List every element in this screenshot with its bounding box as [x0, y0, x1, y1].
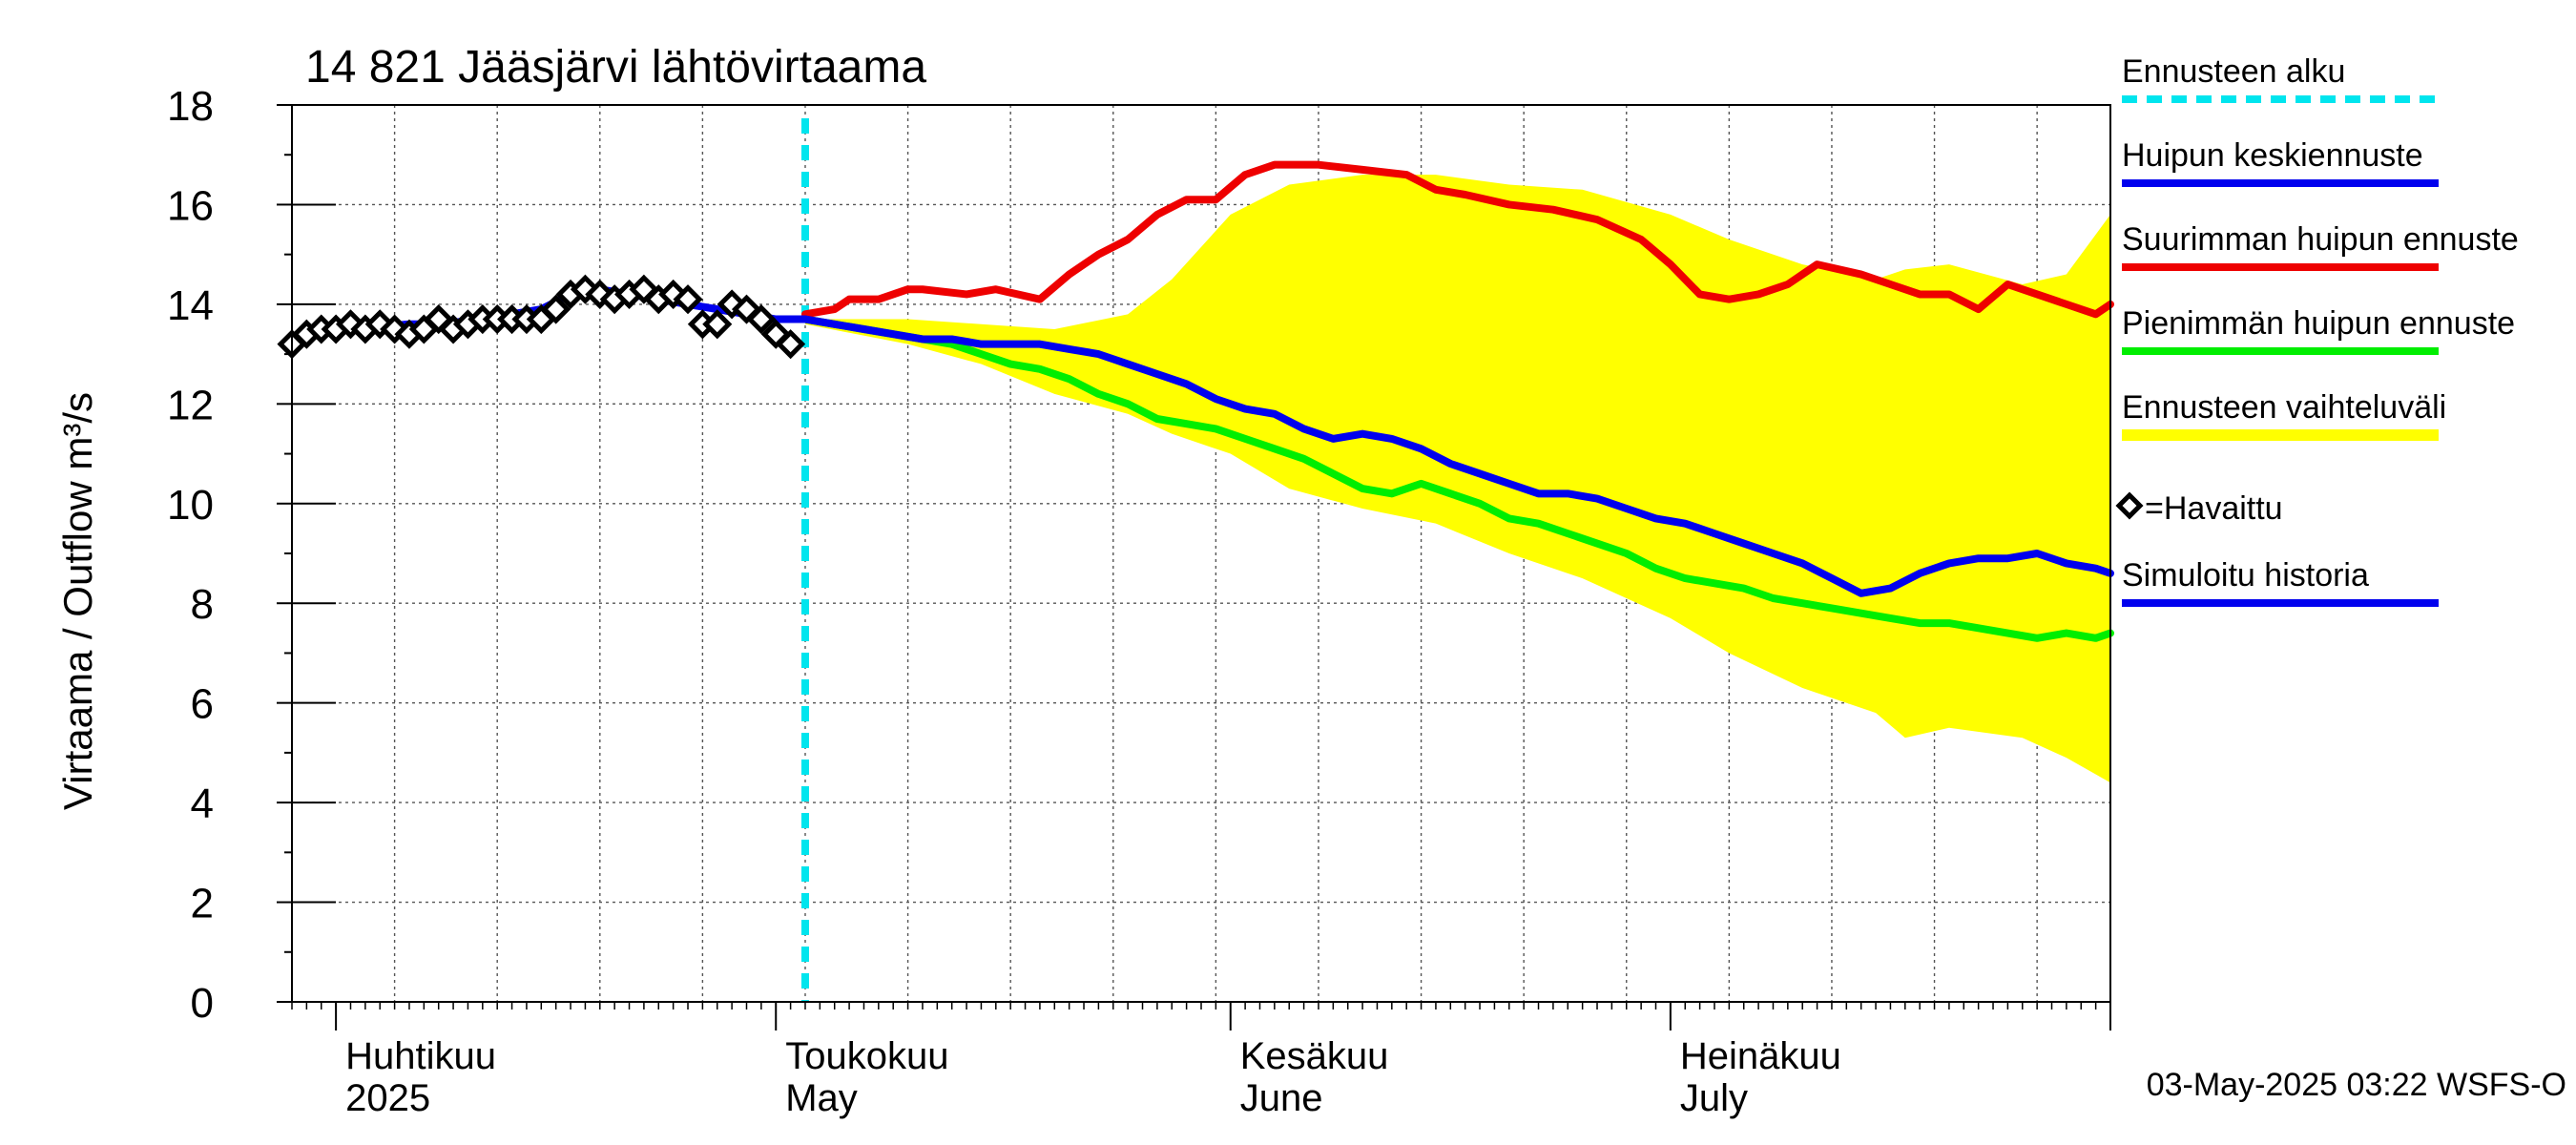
x-month-label: Toukokuu — [785, 1035, 948, 1077]
y-tick-label: 4 — [191, 781, 214, 827]
x-month-label: Heinäkuu — [1680, 1035, 1841, 1077]
observed-point — [673, 284, 703, 315]
y-tick-label: 18 — [167, 83, 214, 130]
legend-label: Pienimmän huipun ennuste — [2122, 305, 2515, 342]
plot-area — [277, 104, 2114, 1003]
legend-label: Ennusteen alku — [2122, 53, 2345, 90]
legend-max-peak: Suurimman huipun ennuste — [2122, 221, 2519, 271]
legend: Ennusteen alku Huipun keskiennuste Suurimm… — [2115, 53, 2519, 607]
forecast-range-band — [804, 175, 2110, 783]
timestamp-label: 03-May-2025 03:22 WSFS-O — [2147, 1067, 2566, 1103]
x-month-sublabel: June — [1240, 1077, 1323, 1119]
observed-point — [746, 304, 777, 335]
legend-diamond-icon — [2115, 491, 2144, 520]
y-tick-label: 12 — [167, 382, 214, 428]
legend-simulated-history: Simuloitu historia — [2122, 557, 2439, 607]
y-tick-label: 8 — [191, 581, 214, 628]
legend-label: =Havaittu — [2145, 490, 2283, 527]
legend-mean-peak: Huipun keskiennuste — [2122, 137, 2439, 187]
legend-label: Suurimman huipun ennuste — [2122, 221, 2519, 258]
x-month-sublabel: July — [1680, 1077, 1748, 1119]
x-month-label: Kesäkuu — [1240, 1035, 1389, 1077]
x-month-sublabel: May — [785, 1077, 858, 1119]
y-tick-label: 16 — [167, 182, 214, 229]
y-tick-label: 2 — [191, 881, 214, 927]
observed-point — [776, 329, 806, 360]
observed-point — [702, 309, 733, 340]
legend-label: Simuloitu historia — [2122, 557, 2369, 593]
y-axis: 0 2 4 6 8 10 12 14 16 18 — [167, 83, 336, 1027]
legend-min-peak: Pienimmän huipun ennuste — [2122, 305, 2515, 355]
legend-label: Huipun keskiennuste — [2122, 137, 2423, 174]
y-tick-label: 0 — [191, 980, 214, 1027]
y-tick-label: 10 — [167, 482, 214, 529]
y-tick-label: 14 — [167, 282, 214, 329]
legend-label: Ennusteen vaihteluväli — [2122, 389, 2446, 426]
max-peak-forecast-line — [800, 160, 2114, 319]
x-month-label: Huhtikuu — [345, 1035, 496, 1077]
x-month-sublabel: 2025 — [345, 1077, 430, 1119]
legend-forecast-range: Ennusteen vaihteluväli — [2122, 389, 2446, 441]
legend-observed: =Havaittu — [2115, 490, 2283, 527]
mean-peak-forecast-line — [800, 315, 2114, 597]
legend-forecast-start: Ennusteen alku — [2122, 53, 2439, 103]
observed-point — [541, 294, 571, 324]
y-tick-label: 6 — [191, 681, 214, 728]
chart-title: 14 821 Jääsjärvi lähtövirtaama — [305, 42, 926, 93]
y-axis-label: Virtaama / Outflow m³/s — [55, 392, 100, 810]
min-peak-forecast-line — [800, 315, 2114, 642]
